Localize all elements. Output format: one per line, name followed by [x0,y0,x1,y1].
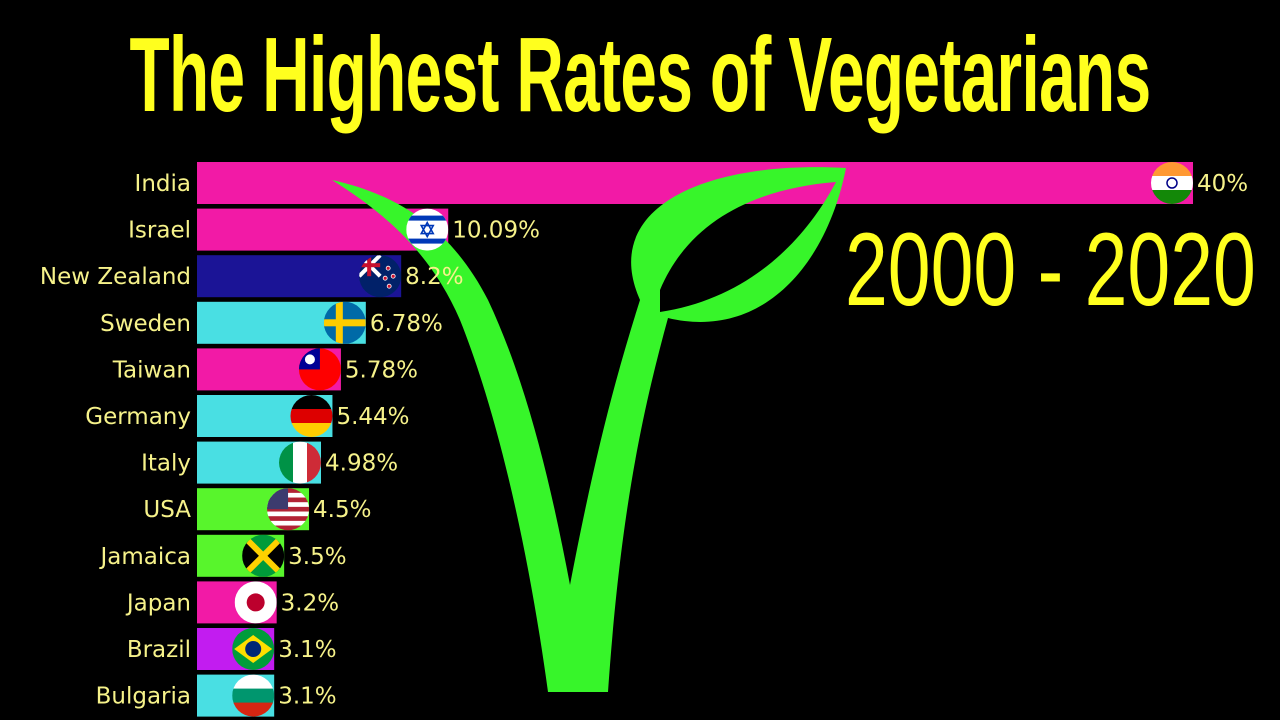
usa-flag-icon [267,488,310,531]
value-label: 4.5% [313,497,371,523]
value-label: 3.1% [278,684,336,710]
category-label: Bulgaria [96,684,191,710]
category-label: USA [143,497,191,523]
taiwan-flag-icon [298,348,341,391]
category-label: New Zealand [40,264,191,290]
germany-flag-icon [290,395,333,437]
value-label: 40% [1197,171,1248,197]
brazil-flag-icon [232,628,275,670]
sweden-flag-icon [323,301,366,344]
vegetarian-v-leaf-logo [332,167,846,693]
value-label: 5.44% [336,404,409,430]
value-label: 6.78% [370,311,443,337]
value-label: 3.1% [278,637,336,663]
category-label: Brazil [127,637,191,663]
category-label: Germany [85,404,191,430]
category-label: Japan [125,590,191,616]
italy-flag-icon [279,441,322,484]
category-label: India [135,171,191,197]
category-label: Jamaica [98,544,191,570]
value-label: 4.98% [325,451,398,477]
v-leaf-icon [332,167,846,693]
value-label: 3.2% [281,590,339,616]
category-label: Italy [141,451,191,477]
bulgaria-flag-icon [232,674,275,717]
value-label: 5.78% [345,357,418,383]
value-label: 3.5% [288,544,346,570]
chart-title: The Highest Rates of Vegetarians [129,16,1151,134]
period-label: 2000 - 2020 [845,212,1256,328]
new-zealand-flag-icon [359,255,402,298]
category-label: Sweden [100,311,191,337]
value-label: 8.2% [405,264,463,290]
japan-flag-icon [234,581,277,624]
values-layer: 40% 10.09% 8.2% 6.78% 5.78% 5.44% 4.98% 4.5% 3.5… [232,162,1248,717]
category-label: Israel [128,218,191,244]
jamaica-flag-icon [242,534,285,577]
value-label: 10.09% [452,218,540,244]
india-flag-icon [1151,162,1193,204]
israel-flag-icon [406,208,449,251]
category-label: Taiwan [112,357,191,383]
